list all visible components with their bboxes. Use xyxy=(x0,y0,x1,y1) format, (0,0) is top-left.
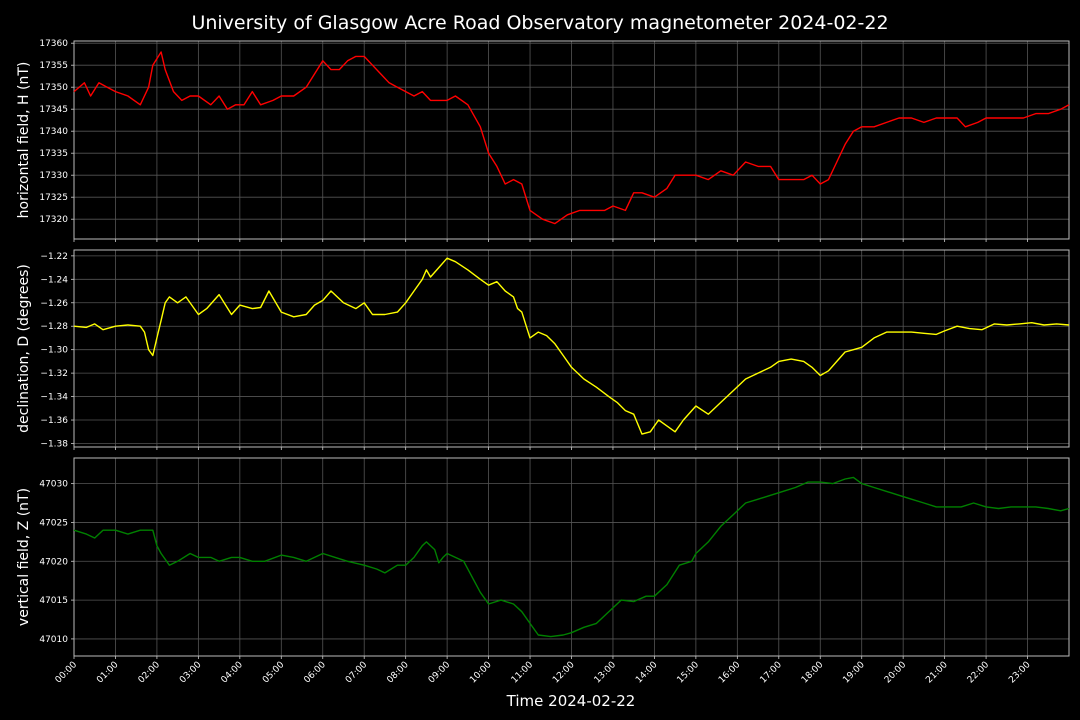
panel-1: 17360 17355 17350 17345 17340 17335 17330 17325… xyxy=(16,39,1070,242)
y-tick-label: −1.22 xyxy=(40,252,68,262)
y-tick-label: 17335 xyxy=(39,149,68,159)
panel-frame xyxy=(73,457,1070,657)
y-tick-label: −1.26 xyxy=(40,299,68,309)
y-tick-label: 17330 xyxy=(39,171,68,181)
chart-title: University of Glasgow Acre Road Observat… xyxy=(191,12,888,34)
y-tick-label: 47015 xyxy=(39,596,68,606)
panel-3: 47030 47025 47020 47015 47010 vertical field,… xyxy=(16,457,1070,659)
y-tick-label: 17320 xyxy=(39,215,68,225)
panel-frame xyxy=(73,40,1070,240)
y-tick-label: 47025 xyxy=(39,518,68,528)
y-tick-label: −1.38 xyxy=(40,439,68,449)
panel-2: −1.22 −1.24 −1.26 −1.28 −1.30 −1.32 −1.34 −1.36… xyxy=(16,249,1070,450)
series-line xyxy=(73,51,1070,225)
y-tick-label: 17355 xyxy=(39,61,68,71)
panel-frame xyxy=(73,249,1070,448)
y-tick-label: −1.30 xyxy=(40,346,68,356)
y-tick-label: −1.24 xyxy=(40,275,68,285)
y-tick-label: −1.36 xyxy=(40,416,68,426)
x-axis-label: Time 2024-02-22 xyxy=(506,692,636,710)
y-tick-label: −1.28 xyxy=(40,322,68,332)
y-tick-label: −1.34 xyxy=(40,393,68,403)
y-tick-label: 17325 xyxy=(39,193,68,203)
y-axis-label: declination, D (degrees) xyxy=(16,264,32,433)
y-axis-label: horizontal field, H (nT) xyxy=(16,62,32,219)
y-tick-label: 47010 xyxy=(39,635,68,645)
series-line xyxy=(73,476,1070,638)
y-axis-label: vertical field, Z (nT) xyxy=(16,488,32,626)
y-tick-label: 17350 xyxy=(39,83,68,93)
y-tick-label: 47020 xyxy=(39,557,68,567)
y-tick-label: −1.32 xyxy=(40,369,68,379)
y-tick-label: 17360 xyxy=(39,39,68,49)
series-line xyxy=(73,257,1070,435)
y-tick-label: 47030 xyxy=(39,480,68,490)
y-tick-label: 17345 xyxy=(39,105,68,115)
y-tick-label: 17340 xyxy=(39,127,68,137)
